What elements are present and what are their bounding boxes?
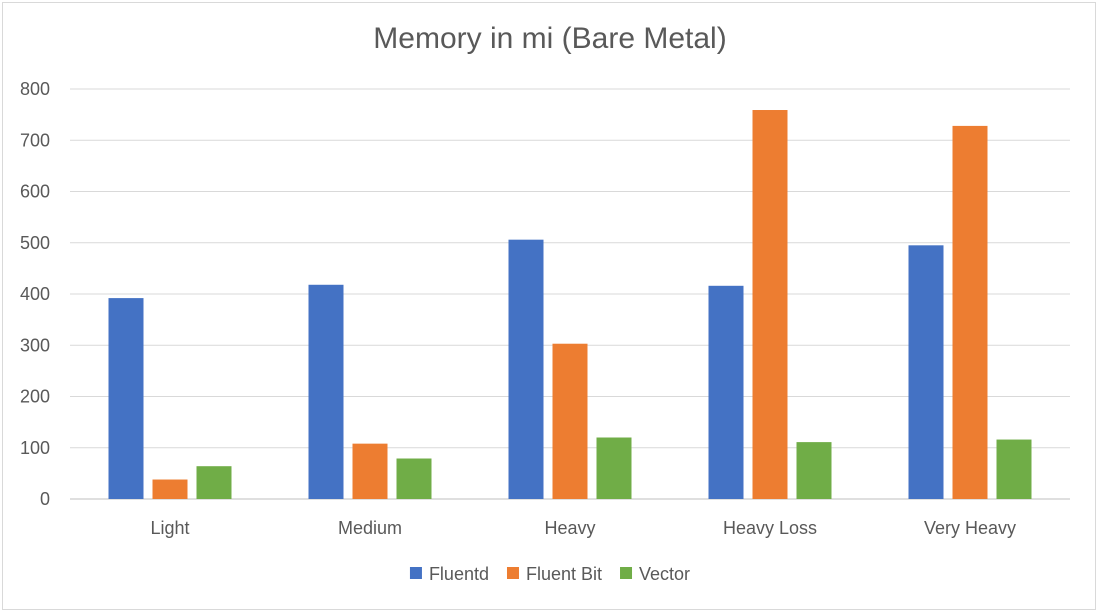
bar-fluentd: [908, 245, 944, 499]
legend-label: Fluentd: [429, 564, 489, 584]
y-tick-label: 100: [20, 438, 50, 458]
bar-fluent-bit: [352, 443, 388, 499]
legend-label: Fluent Bit: [526, 564, 602, 584]
legend-swatch: [409, 567, 422, 579]
chart-title: Memory in mi (Bare Metal): [373, 22, 727, 55]
bar-fluentd: [308, 284, 344, 499]
y-tick-label: 200: [20, 387, 50, 407]
y-tick-label: 300: [20, 335, 50, 355]
legend-label: Vector: [639, 564, 690, 584]
x-category-label: Heavy Loss: [723, 518, 817, 538]
y-tick-label: 600: [20, 182, 50, 202]
bar-fluent-bit: [152, 479, 188, 499]
bars: [108, 110, 1032, 500]
x-category-label: Heavy: [544, 518, 595, 538]
x-category-label: Medium: [338, 518, 402, 538]
y-axis-ticks: 0 100 200 300 400 500 600 700 800: [20, 79, 50, 509]
bar-vector: [996, 439, 1032, 499]
bar-fluentd: [708, 285, 744, 499]
x-axis-categories: Light Medium Heavy Heavy Loss Very Heavy: [150, 518, 1016, 538]
bar-vector: [196, 466, 232, 499]
bar-fluent-bit: [952, 125, 988, 500]
y-tick-label: 800: [20, 79, 50, 99]
y-tick-label: 400: [20, 284, 50, 304]
y-tick-label: 0: [40, 489, 50, 509]
bar-fluentd: [108, 298, 144, 499]
bar-vector: [796, 442, 832, 499]
legend-swatch: [620, 567, 633, 579]
legend: Fluentd Fluent Bit Vector: [409, 564, 690, 584]
bar-fluent-bit: [752, 110, 788, 499]
y-tick-label: 500: [20, 233, 50, 253]
x-category-label: Light: [150, 518, 189, 538]
bar-fluent-bit: [552, 343, 588, 499]
bar-vector: [596, 437, 632, 499]
legend-swatch: [506, 567, 519, 579]
bar-vector: [396, 458, 432, 499]
y-tick-label: 700: [20, 130, 50, 150]
x-category-label: Very Heavy: [924, 518, 1016, 538]
bar-fluentd: [508, 239, 544, 500]
